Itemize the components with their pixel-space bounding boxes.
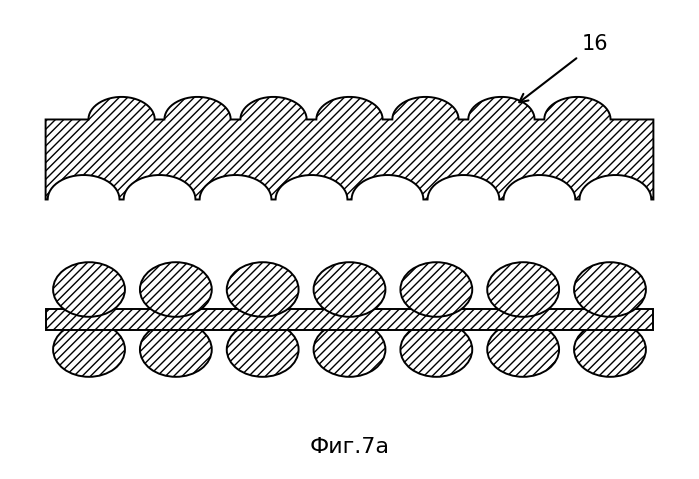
Ellipse shape <box>53 262 125 317</box>
Ellipse shape <box>574 262 646 317</box>
Text: 16: 16 <box>519 34 608 102</box>
Ellipse shape <box>226 262 298 317</box>
Ellipse shape <box>53 322 125 377</box>
Ellipse shape <box>401 322 473 377</box>
Ellipse shape <box>226 322 298 377</box>
Ellipse shape <box>401 262 473 317</box>
Ellipse shape <box>487 322 559 377</box>
Ellipse shape <box>487 262 559 317</box>
Ellipse shape <box>314 262 385 317</box>
Text: Фиг.7а: Фиг.7а <box>310 436 389 456</box>
Ellipse shape <box>140 322 212 377</box>
Ellipse shape <box>140 262 212 317</box>
Polygon shape <box>45 309 654 330</box>
Ellipse shape <box>574 322 646 377</box>
Ellipse shape <box>314 322 385 377</box>
Polygon shape <box>45 97 654 199</box>
